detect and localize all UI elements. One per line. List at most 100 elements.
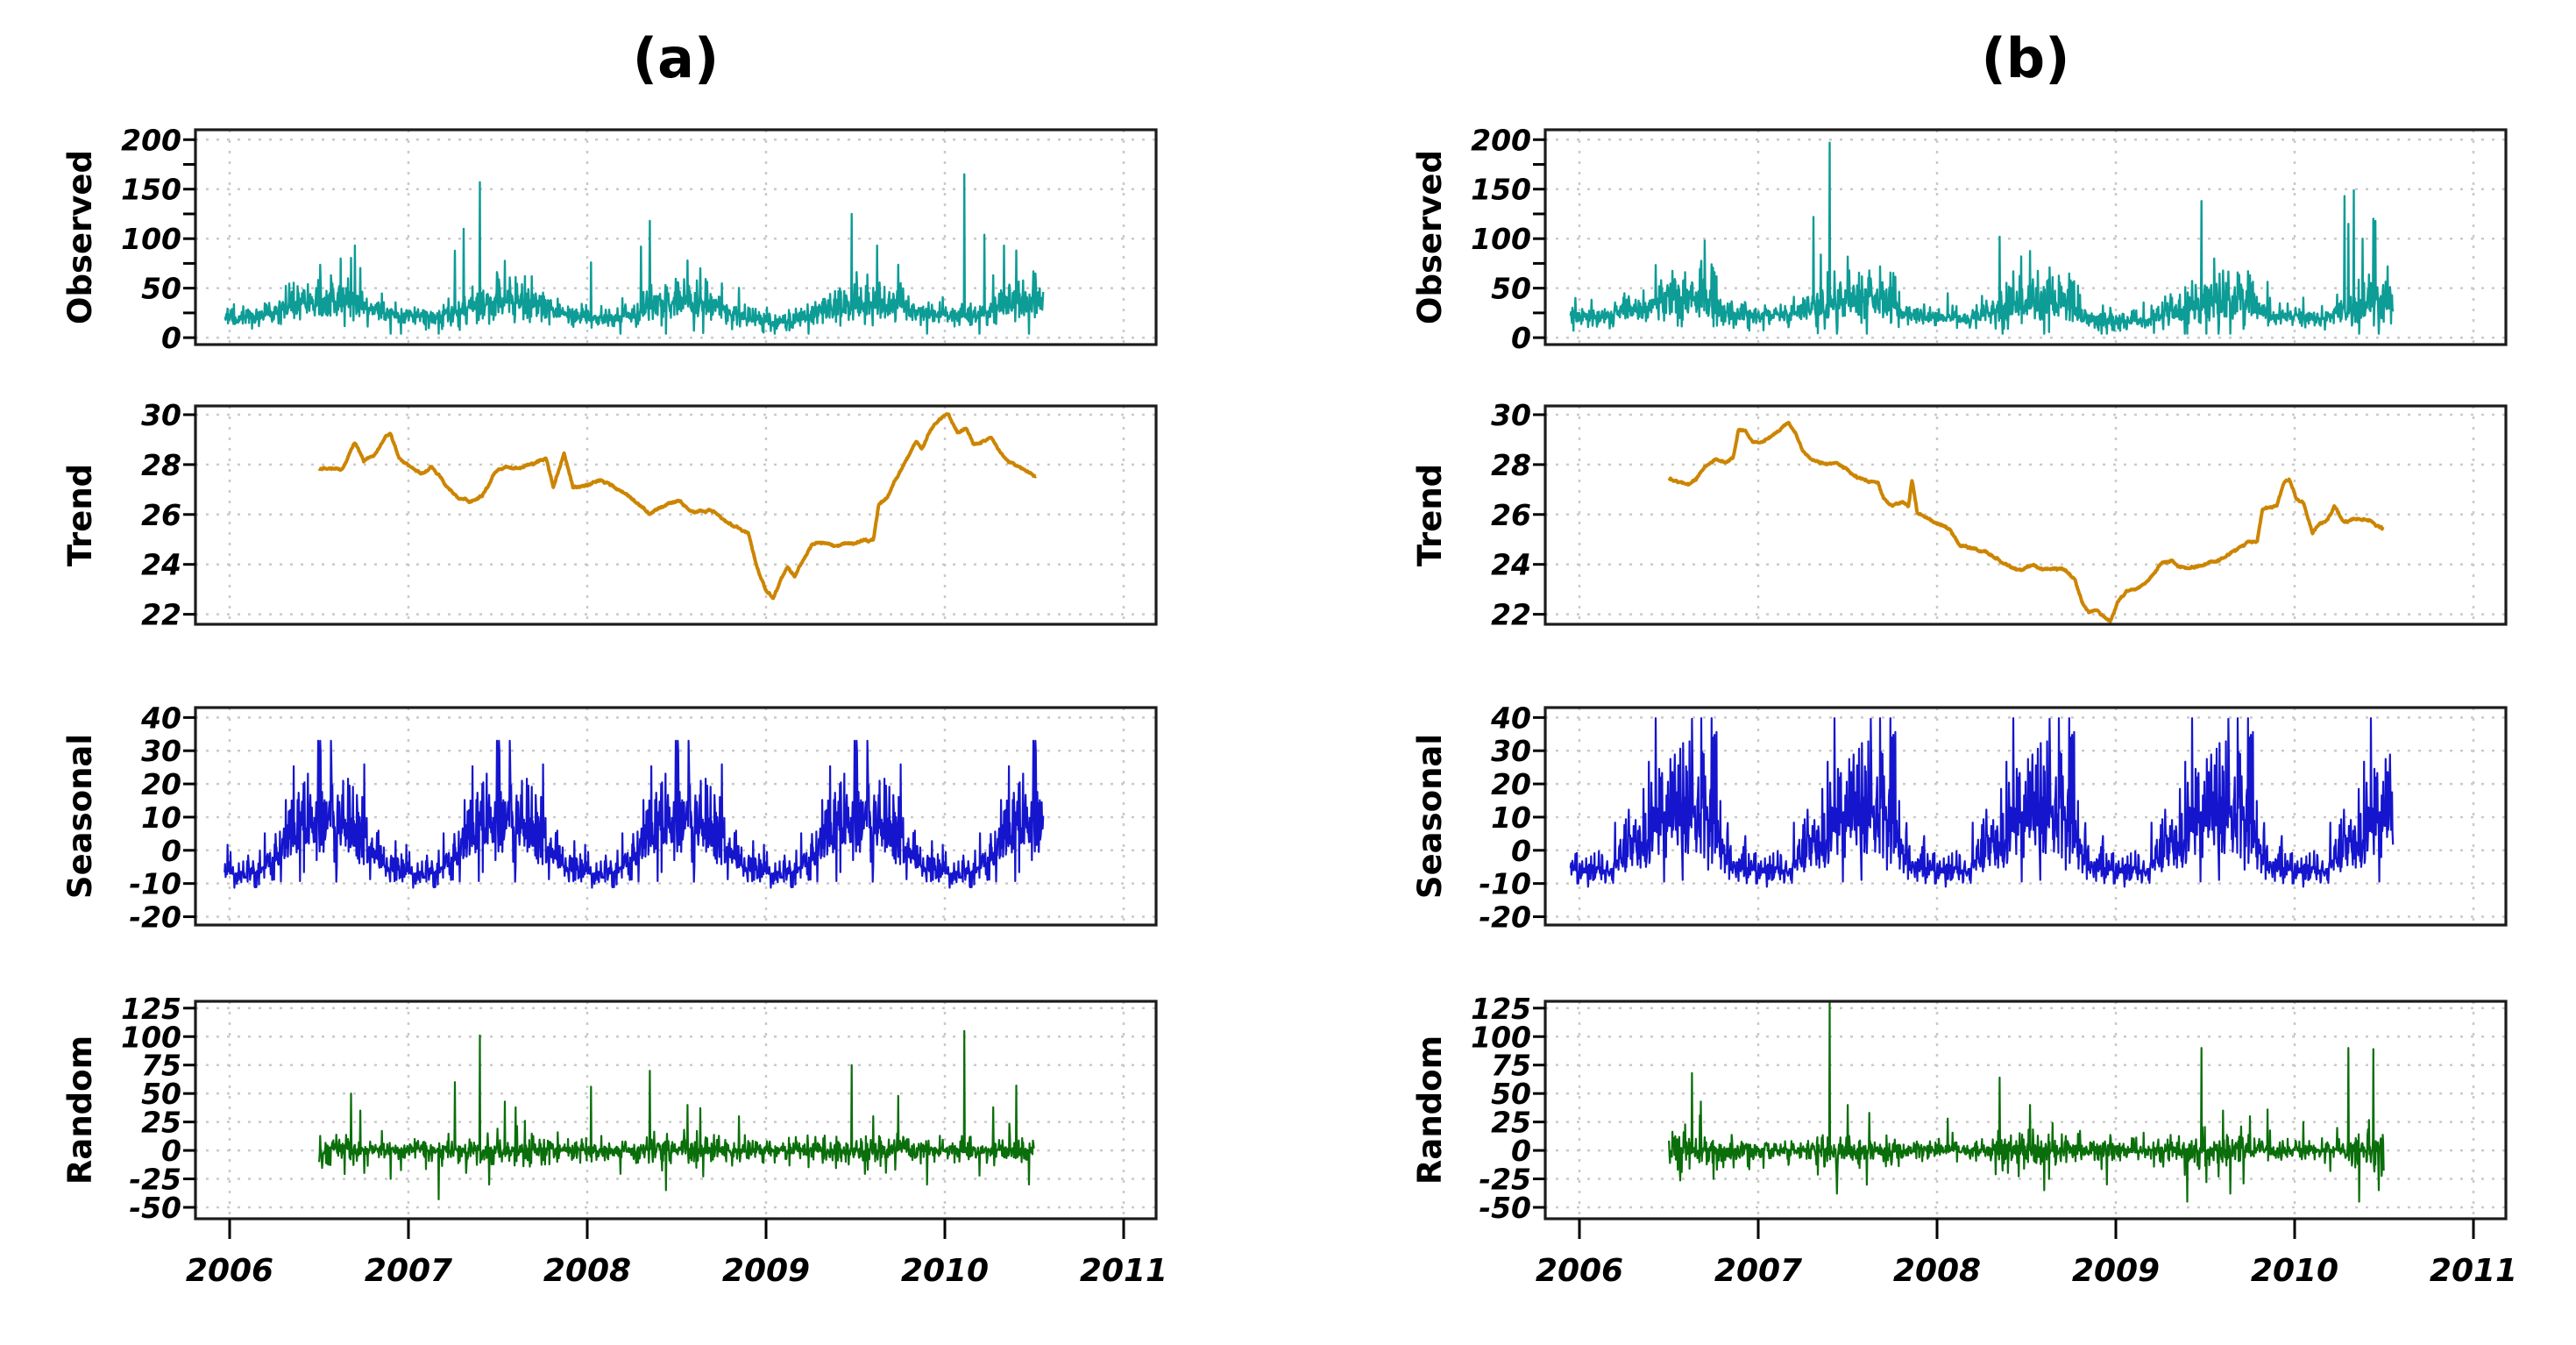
y-tick-label: 0 (1511, 834, 1531, 868)
panel-trend: 22 24 26 28 30 Trend (61, 398, 1158, 632)
y-tick-label: -50 (129, 1191, 181, 1225)
y-tick-label: 30 (141, 398, 181, 432)
series-group (1668, 1001, 2385, 1203)
y-tick-label: 28 (141, 448, 181, 482)
series-group (318, 1029, 1035, 1201)
y-tick-label: 30 (141, 734, 181, 768)
y-tick-label: 100 (1471, 222, 1531, 256)
plot-border (194, 128, 1158, 346)
y-tick-label: 30 (1491, 398, 1531, 432)
series-line-observed (224, 173, 1045, 335)
x-tick-label: 2009 (722, 1253, 810, 1289)
y-tick-label: 200 (1471, 123, 1531, 157)
y-tick-label: 22 (141, 598, 181, 632)
y-axis-title-observed: Observed (61, 150, 99, 324)
y-axis-title-trend: Trend (61, 464, 99, 566)
y-tick-label: 125 (121, 992, 181, 1026)
y-tick-label: 20 (141, 767, 181, 801)
series-group (1667, 420, 2385, 623)
charts-root: 050100150200Observed2224262830Trend-20-1… (61, 123, 2517, 1289)
y-tick-label: 0 (161, 321, 181, 355)
series-group (1569, 716, 2395, 888)
y-tick-label: 10 (141, 801, 181, 835)
y-tick-label: 25 (1491, 1106, 1531, 1140)
y-tick-label: 0 (161, 1134, 181, 1168)
series-group (224, 739, 1045, 889)
x-tick-label: 2008 (1893, 1253, 1981, 1289)
plot-border (1543, 128, 2508, 346)
chart-a-title: (a) (633, 26, 720, 90)
x-tick-label: 2007 (1714, 1253, 1802, 1289)
y-tick-label: 50 (141, 272, 181, 306)
y-tick-label: 125 (1471, 992, 1531, 1026)
y-axis-title-random: Random (1411, 1035, 1449, 1185)
x-tick-label: 2006 (186, 1253, 273, 1289)
y-tick-label: 100 (1471, 1020, 1531, 1054)
y-tick-label: 22 (1491, 598, 1531, 632)
series-group (224, 173, 1045, 335)
y-tick-label: 0 (161, 834, 181, 868)
y-tick-label: -25 (1479, 1163, 1531, 1197)
series-line-random (1668, 1001, 2385, 1203)
chart-b: 050100150200Observed2224262830Trend-20-1… (1411, 123, 2517, 1289)
y-axis-title-seasonal: Seasonal (61, 734, 99, 899)
x-tick-label: 2010 (901, 1253, 989, 1289)
x-tick-label: 2008 (543, 1253, 631, 1289)
series-line-random (318, 1029, 1035, 1201)
plot-border (194, 1000, 1158, 1220)
series-line-seasonal (224, 739, 1045, 889)
series-line-trend (317, 412, 1038, 601)
y-tick-label: -20 (1479, 900, 1531, 935)
y-tick-label: 26 (1491, 498, 1531, 532)
y-tick-label: 50 (1491, 1077, 1531, 1111)
y-tick-label: 0 (1511, 1134, 1531, 1168)
y-tick-label: 40 (1490, 701, 1531, 735)
series-group (317, 412, 1038, 601)
y-axis-title-random: Random (61, 1035, 99, 1185)
y-axis-title-seasonal: Seasonal (1411, 734, 1449, 899)
panel-trend: 22 24 26 28 30 Trend (1411, 398, 2508, 632)
y-tick-label: 26 (141, 498, 181, 532)
x-tick-label: 2007 (365, 1253, 452, 1289)
plot-border (194, 404, 1158, 626)
y-tick-label: 50 (1491, 272, 1531, 306)
y-tick-label: 0 (1511, 321, 1531, 355)
panel-observed: 0 50 100 150 200 Observed (61, 123, 1158, 355)
x-tick-label: 2011 (2430, 1253, 2517, 1289)
y-tick-label: 100 (121, 222, 181, 256)
x-tick-label: 2011 (1080, 1253, 1167, 1289)
x-tick-label: 2010 (2251, 1253, 2338, 1289)
y-tick-label: 75 (1491, 1049, 1531, 1083)
chart-b-title: (b) (1981, 26, 2069, 90)
series-line-seasonal (1569, 716, 2395, 888)
y-axis-title-trend: Trend (1411, 464, 1449, 566)
y-tick-label: 30 (1491, 734, 1531, 768)
x-tick-label: 2009 (2072, 1253, 2160, 1289)
series-line-observed (1569, 141, 2395, 335)
y-tick-label: 75 (141, 1049, 181, 1083)
plot-border (1543, 404, 2508, 626)
y-tick-label: -20 (129, 900, 181, 935)
y-tick-label: 25 (141, 1106, 181, 1140)
plot-border (1543, 1000, 2508, 1220)
y-tick-label: -25 (129, 1163, 181, 1197)
y-tick-label: -10 (129, 867, 181, 901)
y-tick-label: 24 (141, 548, 181, 582)
chart-a: 050100150200Observed2224262830Trend-20-1… (61, 123, 1167, 1289)
y-tick-label: 100 (121, 1020, 181, 1054)
y-axis-title-observed: Observed (1411, 150, 1449, 324)
series-group (1569, 141, 2395, 335)
y-tick-label: 150 (1471, 173, 1531, 207)
y-tick-label: 28 (1491, 448, 1531, 482)
y-tick-label: 200 (121, 123, 181, 157)
y-tick-label: 24 (1491, 548, 1531, 582)
y-tick-label: 50 (141, 1077, 181, 1111)
panel-observed: 0 50 100 150 200 Observed (1411, 123, 2508, 355)
y-tick-label: 150 (121, 173, 181, 207)
y-tick-label: 10 (1491, 801, 1531, 835)
